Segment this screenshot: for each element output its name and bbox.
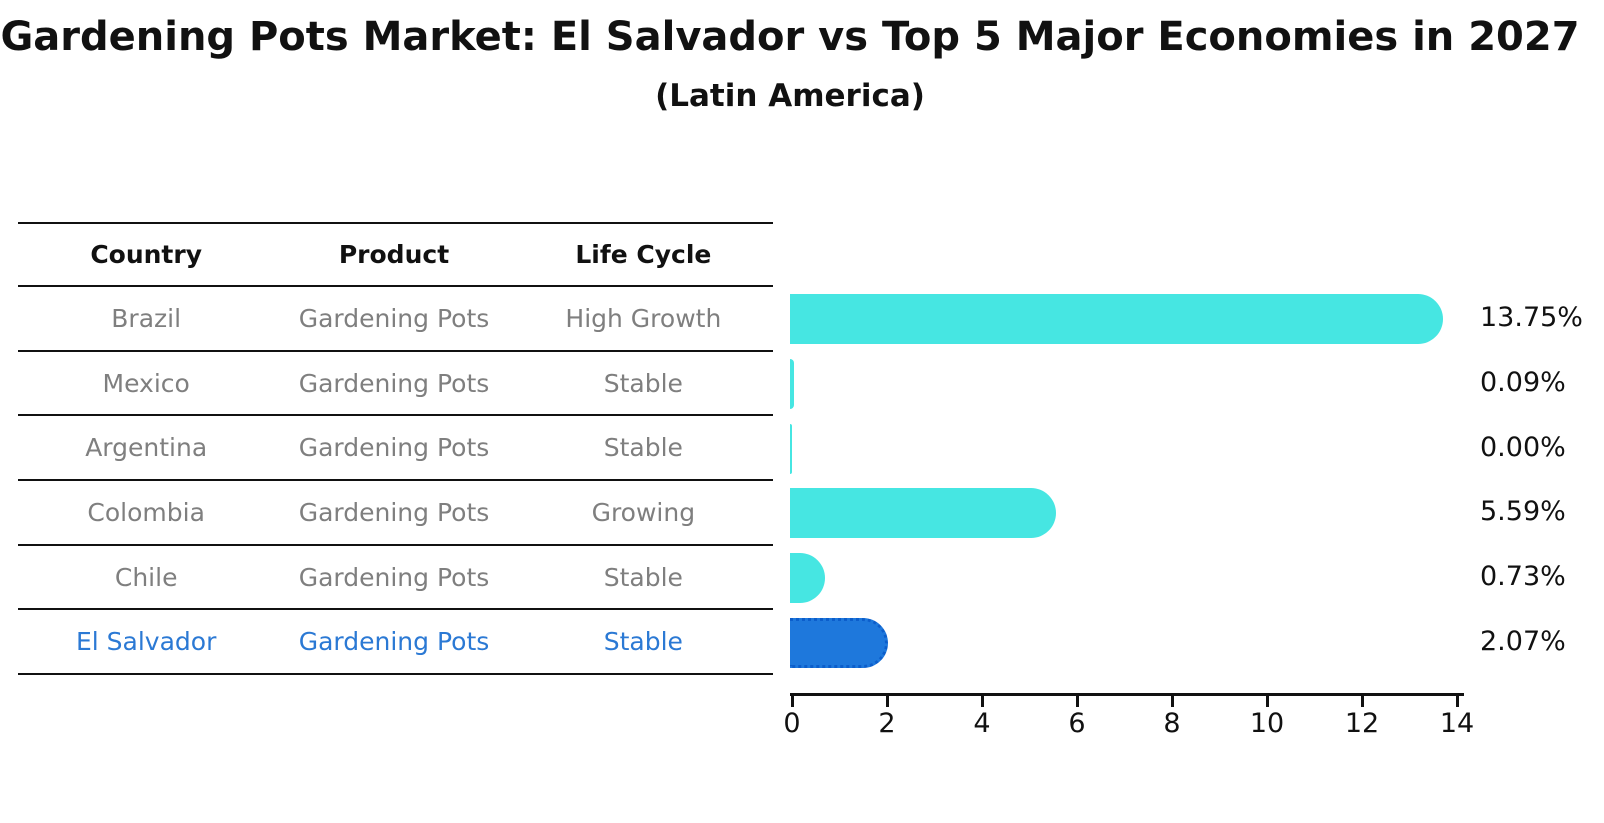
cell-life-cycle: Stable (603, 627, 683, 657)
cell-product: Gardening Pots (298, 433, 490, 463)
x-axis-tick-label: 12 (1344, 708, 1380, 739)
cell-product: Gardening Pots (298, 368, 490, 398)
x-axis-tick-label: 8 (1163, 708, 1181, 739)
table-row-brazil: Brazil Gardening Pots High Growth (18, 287, 773, 352)
x-axis-tick (1075, 695, 1079, 707)
table-row-argentina: Argentina Gardening Pots Stable (18, 416, 773, 482)
x-axis-tick-label: 2 (878, 708, 896, 739)
x-axis-tick-label: 10 (1249, 708, 1285, 739)
x-axis-tick-label: 6 (1068, 708, 1086, 739)
value-label-mexico: 0.09% (1480, 367, 1566, 399)
cell-life-cycle: Stable (603, 433, 683, 463)
cell-life-cycle: Stable (603, 562, 683, 592)
cell-product: Gardening Pots (298, 497, 490, 527)
header-life-cycle: Life Cycle (575, 240, 712, 269)
header-country: Country (90, 240, 203, 269)
x-axis-tick (1265, 695, 1269, 707)
value-label-colombia: 5.59% (1480, 496, 1566, 528)
x-axis-tick-label: 14 (1439, 708, 1475, 739)
table-row-colombia: Colombia Gardening Pots Growing (18, 481, 773, 546)
x-axis-tick (980, 695, 984, 707)
x-axis (790, 693, 1464, 696)
value-label-chile: 0.73% (1480, 561, 1566, 593)
cell-product: Gardening Pots (298, 627, 490, 657)
chart-title: Gardening Pots Market: El Salvador vs To… (0, 14, 1580, 60)
bar-el-salvador (790, 617, 889, 668)
x-axis-tick (1455, 695, 1459, 707)
cell-country: Mexico (102, 368, 190, 398)
bar-colombia (790, 488, 1056, 539)
bar-chile (790, 553, 825, 604)
value-label-el-salvador: 2.07% (1480, 625, 1566, 657)
cell-country: Brazil (111, 303, 182, 333)
bar-brazil (790, 294, 1444, 345)
x-axis-tick (1360, 695, 1364, 707)
x-axis-tick-label: 0 (783, 708, 801, 739)
cell-country: El Salvador (75, 627, 217, 657)
table-header-row: Country Product Life Cycle (18, 222, 773, 287)
x-axis-tick (885, 695, 889, 707)
bar-argentina (790, 423, 792, 474)
cell-product: Gardening Pots (298, 562, 490, 592)
x-axis-tick (1170, 695, 1174, 707)
bar-mexico (790, 359, 795, 410)
table-row-chile: Chile Gardening Pots Stable (18, 546, 773, 611)
cell-product: Gardening Pots (298, 303, 490, 333)
table-row-el-salvador: El Salvador Gardening Pots Stable (18, 610, 773, 676)
x-axis-tick (790, 695, 794, 707)
x-axis-tick-label: 4 (973, 708, 991, 739)
country-table: Country Product Life Cycle Brazil Garden… (18, 222, 773, 676)
cell-life-cycle: Stable (603, 368, 683, 398)
value-label-argentina: 0.00% (1480, 431, 1566, 463)
value-label-brazil: 13.75% (1480, 302, 1583, 334)
cell-country: Argentina (85, 433, 208, 463)
header-product: Product (338, 240, 450, 269)
cell-country: Chile (114, 562, 178, 592)
table-row-mexico: Mexico Gardening Pots Stable (18, 352, 773, 417)
cell-country: Colombia (87, 497, 205, 527)
cell-life-cycle: High Growth (565, 303, 722, 333)
cell-life-cycle: Growing (591, 497, 696, 527)
chart-subtitle: (Latin America) (655, 78, 925, 114)
